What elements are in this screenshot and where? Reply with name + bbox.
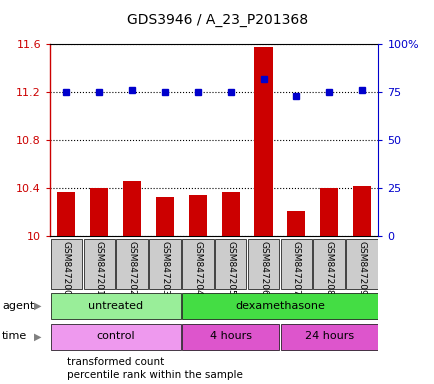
Bar bbox=[90, 188, 108, 236]
Bar bbox=[221, 192, 239, 236]
Text: percentile rank within the sample: percentile rank within the sample bbox=[67, 370, 243, 380]
Text: 4 hours: 4 hours bbox=[209, 331, 251, 341]
Bar bbox=[247, 238, 279, 290]
Bar bbox=[182, 293, 377, 319]
Text: GSM847201: GSM847201 bbox=[95, 241, 104, 295]
Text: GSM847207: GSM847207 bbox=[291, 241, 300, 295]
Bar bbox=[149, 238, 180, 290]
Text: ▶: ▶ bbox=[34, 301, 41, 311]
Text: ▶: ▶ bbox=[34, 331, 41, 341]
Bar bbox=[319, 188, 338, 236]
Bar bbox=[280, 238, 311, 290]
Text: GSM847203: GSM847203 bbox=[160, 241, 169, 295]
Text: transformed count: transformed count bbox=[67, 358, 164, 367]
Bar bbox=[286, 211, 305, 236]
Bar bbox=[345, 238, 377, 290]
Bar bbox=[280, 324, 377, 350]
Bar bbox=[182, 324, 279, 350]
Bar bbox=[51, 238, 82, 290]
Text: GSM847208: GSM847208 bbox=[324, 241, 333, 295]
Bar bbox=[83, 238, 115, 290]
Bar bbox=[254, 46, 272, 236]
Bar bbox=[155, 197, 174, 236]
Text: 24 hours: 24 hours bbox=[304, 331, 353, 341]
Text: GSM847205: GSM847205 bbox=[226, 241, 235, 295]
Bar bbox=[188, 195, 207, 236]
Text: dexamethasone: dexamethasone bbox=[234, 301, 324, 311]
Bar bbox=[51, 293, 180, 319]
Text: GSM847202: GSM847202 bbox=[127, 241, 136, 295]
Text: GSM847209: GSM847209 bbox=[357, 241, 366, 295]
Text: GDS3946 / A_23_P201368: GDS3946 / A_23_P201368 bbox=[127, 13, 307, 27]
Bar bbox=[123, 181, 141, 236]
Bar bbox=[116, 238, 148, 290]
Text: agent: agent bbox=[2, 301, 34, 311]
Text: untreated: untreated bbox=[88, 301, 143, 311]
Bar bbox=[313, 238, 344, 290]
Text: GSM847200: GSM847200 bbox=[62, 241, 71, 295]
Bar bbox=[182, 238, 213, 290]
Text: GSM847204: GSM847204 bbox=[193, 241, 202, 295]
Bar bbox=[352, 186, 370, 236]
Text: control: control bbox=[96, 331, 135, 341]
Bar bbox=[214, 238, 246, 290]
Text: time: time bbox=[2, 331, 27, 341]
Bar bbox=[51, 324, 180, 350]
Text: GSM847206: GSM847206 bbox=[258, 241, 267, 295]
Bar bbox=[57, 192, 76, 236]
